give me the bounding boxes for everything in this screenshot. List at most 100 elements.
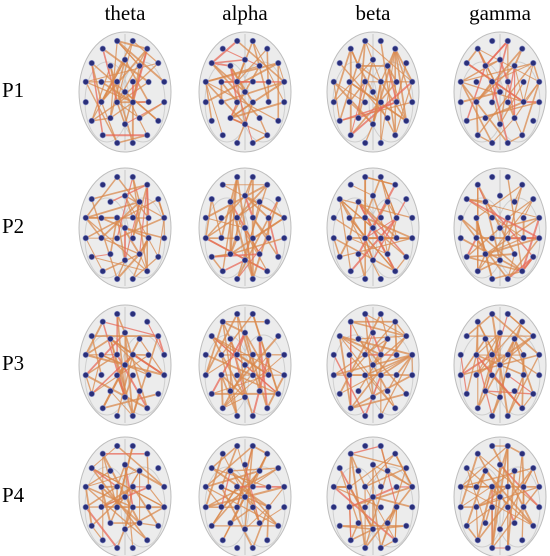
electrode bbox=[265, 371, 272, 379]
electrode bbox=[536, 372, 543, 379]
electrode bbox=[489, 442, 496, 450]
electrode bbox=[489, 310, 496, 318]
connection bbox=[387, 390, 396, 409]
connection bbox=[148, 486, 165, 508]
connection bbox=[100, 48, 148, 103]
electrode bbox=[377, 275, 384, 283]
electrode bbox=[218, 214, 225, 222]
electrode bbox=[129, 235, 137, 242]
connection bbox=[475, 48, 523, 103]
electrode bbox=[409, 483, 416, 490]
electrode bbox=[234, 173, 241, 181]
connection bbox=[394, 81, 413, 136]
brain-network bbox=[453, 436, 547, 556]
electrode bbox=[536, 504, 543, 511]
electrode bbox=[113, 372, 121, 379]
connection bbox=[395, 354, 413, 376]
electrode bbox=[219, 537, 226, 544]
electrode bbox=[392, 405, 399, 412]
electrode bbox=[249, 351, 257, 358]
electrode bbox=[234, 310, 241, 318]
connection bbox=[380, 313, 389, 340]
electrode bbox=[511, 62, 518, 70]
electrode bbox=[145, 351, 152, 359]
electrode bbox=[504, 442, 511, 450]
electrode bbox=[336, 333, 343, 340]
electrode bbox=[346, 98, 353, 106]
connection bbox=[229, 176, 254, 255]
electrode bbox=[504, 275, 511, 283]
connection bbox=[523, 198, 534, 219]
electrode bbox=[208, 253, 215, 260]
connection bbox=[102, 453, 118, 508]
connection bbox=[339, 198, 382, 280]
connection bbox=[258, 117, 268, 136]
connection bbox=[332, 48, 352, 103]
electrode bbox=[330, 372, 337, 379]
electrode bbox=[281, 351, 288, 358]
electrode bbox=[281, 235, 288, 242]
electrode bbox=[113, 78, 121, 85]
electrode bbox=[82, 214, 89, 221]
electrode bbox=[202, 372, 209, 379]
electrode bbox=[520, 503, 527, 511]
electrode bbox=[482, 467, 489, 475]
connection bbox=[394, 453, 414, 488]
connection bbox=[220, 176, 239, 239]
electrode bbox=[241, 394, 249, 401]
electrode bbox=[161, 504, 168, 511]
electrode bbox=[369, 361, 377, 369]
brain-network bbox=[453, 31, 547, 153]
connection bbox=[507, 374, 534, 395]
connection bbox=[211, 470, 261, 527]
electrode bbox=[336, 253, 343, 260]
connection bbox=[116, 464, 126, 487]
electrode bbox=[121, 329, 129, 336]
electrode bbox=[129, 214, 137, 221]
connection bbox=[333, 217, 366, 239]
electrode bbox=[208, 390, 215, 397]
electrode bbox=[403, 196, 410, 203]
connection bbox=[364, 313, 374, 398]
electrode bbox=[241, 121, 249, 128]
connection bbox=[211, 335, 270, 376]
electrode bbox=[377, 483, 385, 490]
electrode bbox=[114, 310, 121, 318]
electrode bbox=[463, 522, 470, 529]
electrode bbox=[161, 235, 168, 242]
electrode bbox=[202, 504, 209, 511]
electrode bbox=[241, 493, 249, 501]
electrode bbox=[393, 98, 400, 106]
column-label: theta bbox=[105, 1, 146, 25]
electrode bbox=[227, 62, 234, 70]
connection bbox=[475, 354, 523, 409]
connection bbox=[222, 320, 246, 334]
connection bbox=[251, 313, 280, 395]
connection bbox=[507, 256, 534, 280]
electrode bbox=[488, 235, 496, 242]
connection bbox=[132, 353, 165, 376]
column-label: beta bbox=[356, 1, 392, 25]
electrode bbox=[403, 333, 410, 340]
electrode bbox=[121, 56, 129, 63]
electrode bbox=[463, 333, 470, 340]
electrode bbox=[488, 483, 496, 490]
connection bbox=[460, 81, 509, 144]
connection bbox=[460, 353, 493, 376]
electrode bbox=[403, 390, 410, 397]
connection bbox=[102, 253, 140, 272]
electrode bbox=[218, 234, 225, 242]
electrode bbox=[346, 234, 353, 242]
connection bbox=[85, 338, 111, 356]
electrode bbox=[136, 519, 143, 527]
connection bbox=[101, 237, 140, 255]
connection bbox=[236, 445, 254, 508]
electrode bbox=[369, 493, 377, 501]
electrode bbox=[136, 335, 143, 343]
electrode bbox=[463, 117, 470, 124]
connection bbox=[230, 101, 285, 120]
electrode bbox=[121, 257, 129, 264]
electrode bbox=[275, 117, 282, 124]
electrode bbox=[99, 132, 106, 139]
electrode bbox=[121, 461, 129, 468]
